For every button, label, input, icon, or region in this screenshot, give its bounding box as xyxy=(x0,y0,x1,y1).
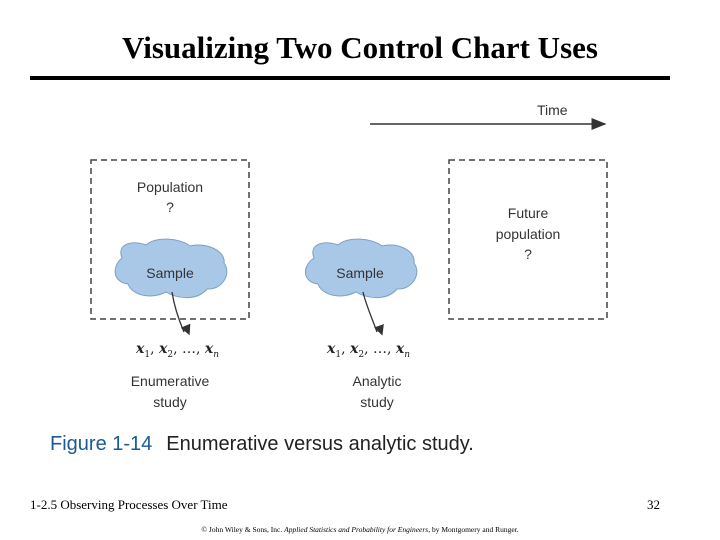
time-label: Time xyxy=(537,102,568,118)
copyright-book-title: Applied Statistics and Probability for E… xyxy=(284,525,429,534)
svg-text:x1, x2, …, xn: x1, x2, …, xn xyxy=(135,341,219,360)
analytic-label-line1: Analytic xyxy=(352,373,401,389)
future-label-line1: Future xyxy=(508,205,549,221)
future-question-mark: ? xyxy=(524,246,532,262)
figure-number: Figure 1-14 xyxy=(50,433,153,455)
sample-arrow-analytic xyxy=(362,291,384,336)
copyright-notice: © John Wiley & Sons, Inc. Applied Statis… xyxy=(0,525,720,534)
population-label: Population xyxy=(137,179,203,195)
future-label-line2: population xyxy=(496,226,561,242)
population-box xyxy=(90,159,250,320)
population-question-mark: ? xyxy=(166,199,174,215)
svg-text:x1, x2, …, xn: x1, x2, …, xn xyxy=(326,341,410,360)
copyright-suffix: , by Montgomery and Runger. xyxy=(428,525,519,534)
sample-notation-enumerative: x1, x2, …, xn xyxy=(135,341,219,360)
sample-label-enumerative: Sample xyxy=(146,265,194,281)
enumerative-label-line2: study xyxy=(153,394,186,410)
enumerative-label-line1: Enumerative xyxy=(131,373,210,389)
future-population-box xyxy=(448,159,608,320)
footer-section: 1-2.5 Observing Processes Over Time xyxy=(30,497,228,512)
analytic-label-line2: study xyxy=(360,394,393,410)
title-underline xyxy=(30,76,670,80)
copyright-prefix: © John Wiley & Sons, Inc. xyxy=(201,525,283,534)
sample-arrow-enumerative xyxy=(171,291,191,336)
slide-title: Visualizing Two Control Chart Uses xyxy=(122,30,598,65)
sample-notation-analytic: x1, x2, …, xn xyxy=(326,341,410,360)
figure-caption-text: Enumerative versus analytic study. xyxy=(166,433,474,455)
page-number: 32 xyxy=(647,497,660,512)
sample-blob-analytic xyxy=(305,238,418,299)
figure-caption: Figure 1-14 Enumerative versus analytic s… xyxy=(50,433,474,456)
sample-label-analytic: Sample xyxy=(336,265,384,281)
sample-blob-enumerative xyxy=(114,238,228,299)
